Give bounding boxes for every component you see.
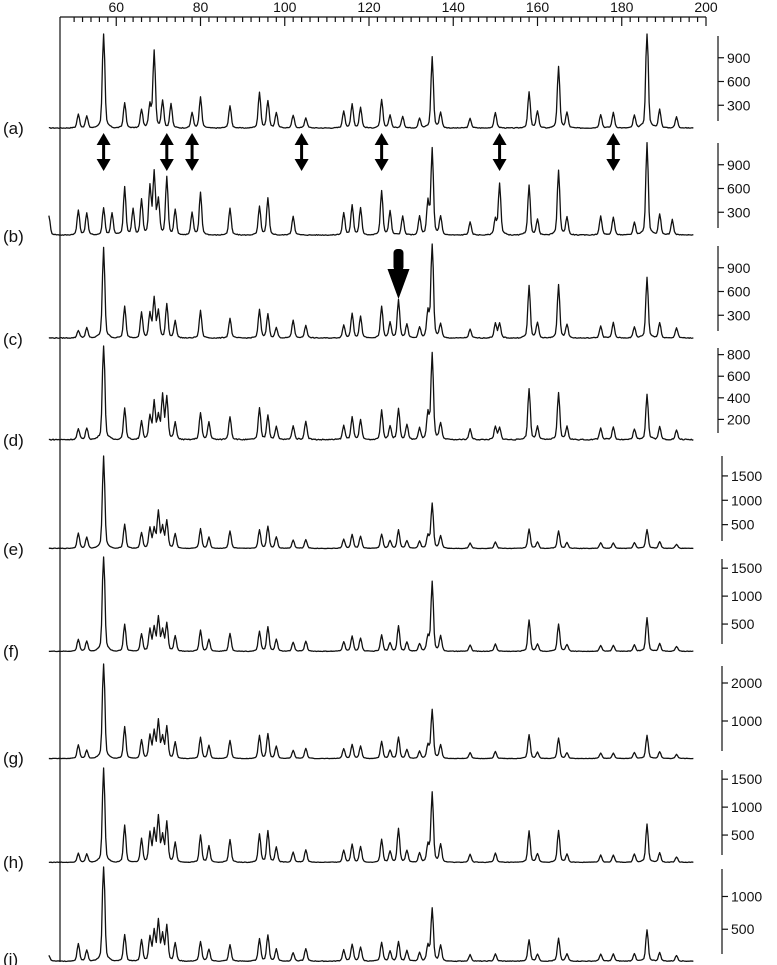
- y-tick-label: 500: [731, 921, 755, 937]
- spectrum-panel: 300 600 900 (b): [3, 141, 751, 246]
- spectrum-panel: 500 1000 1500 (h): [3, 767, 762, 872]
- bidirectional-arrow-icon: [185, 133, 200, 171]
- panel-label: (h): [3, 853, 24, 872]
- x-tick-label: 160: [526, 0, 550, 15]
- y-tick-label: 900: [727, 157, 751, 173]
- y-tick-label: 2000: [731, 675, 762, 691]
- y-tick-label: 1000: [731, 888, 762, 904]
- panel-label: (d): [3, 431, 24, 450]
- y-tick-label: 500: [731, 827, 755, 843]
- y-tick-label: 300: [727, 307, 751, 323]
- panel-label: (b): [3, 227, 24, 246]
- x-tick-label: 180: [610, 0, 634, 15]
- down-arrow-icon: [387, 249, 410, 299]
- spectrum-trace: [48, 455, 694, 550]
- y-tick-label: 400: [727, 390, 751, 406]
- y-tick-label: 1000: [731, 713, 762, 729]
- panel-label: (e): [3, 540, 24, 559]
- panel-label: (i): [3, 950, 18, 965]
- x-axis: 60 80 100 120 140 160 180 200: [73, 0, 718, 26]
- spectrum-trace: [48, 243, 694, 339]
- x-tick-label: 80: [193, 0, 209, 15]
- y-tick-label: 1000: [731, 799, 762, 815]
- y-tick-label: 600: [727, 74, 751, 90]
- spectrum-panel: 200 400 600 800 (d): [3, 345, 751, 450]
- bidirectional-arrow-icon: [374, 133, 389, 171]
- y-tick-label: 600: [727, 368, 751, 384]
- spectrum-panel: 500 1000 1500 (f): [3, 556, 762, 661]
- spectrum-trace: [48, 141, 694, 236]
- y-tick-label: 300: [727, 204, 751, 220]
- spectrum-panel: 300 600 900 (c): [3, 243, 751, 349]
- y-tick-label: 600: [727, 181, 751, 197]
- y-tick-label: 900: [727, 50, 751, 66]
- x-tick-label: 100: [273, 0, 297, 15]
- spectrum-panel: 500 1000 1500 (e): [3, 455, 762, 559]
- panel-label: (a): [3, 119, 24, 138]
- x-tick-label: 200: [694, 0, 718, 15]
- spectrum-panel: 1000 2000 (g): [3, 663, 762, 768]
- spectrum-trace: [48, 345, 694, 441]
- spectrum-trace: [48, 866, 694, 963]
- spectrum-trace: [48, 33, 694, 129]
- y-tick-label: 1500: [731, 468, 762, 484]
- panel-label: (c): [3, 330, 23, 349]
- y-tick-label: 800: [727, 347, 751, 363]
- spectra-panels: 300 600 900 (a) 300 600 900 (b) 300 600 900 (c) 200 4…: [3, 33, 762, 965]
- x-tick-label: 140: [442, 0, 466, 15]
- bidirectional-arrow-icon: [492, 133, 507, 171]
- bidirectional-arrow-icon: [96, 133, 111, 171]
- spectrum-panel: 300 600 900 (a): [3, 33, 751, 138]
- y-tick-label: 900: [727, 260, 751, 276]
- y-tick-label: 200: [727, 411, 751, 427]
- panel-label: (g): [3, 749, 24, 768]
- x-tick-label: 60: [108, 0, 124, 15]
- bidirectional-arrow-icon: [606, 133, 621, 171]
- bidirectional-arrow-icon: [159, 133, 174, 171]
- y-tick-label: 1500: [731, 771, 762, 787]
- bidirectional-arrow-icon: [294, 133, 309, 171]
- y-tick-label: 500: [731, 517, 755, 533]
- spectrum-trace: [48, 556, 694, 653]
- y-tick-label: 300: [727, 97, 751, 113]
- arrow-annotations: [96, 133, 621, 299]
- spectrum-trace: [48, 663, 694, 760]
- panel-label: (f): [3, 642, 19, 661]
- axes-frame: [59, 16, 706, 962]
- y-tick-label: 600: [727, 284, 751, 300]
- spectrum-trace: [48, 767, 694, 864]
- spectrum-panel: 500 1000 (i): [3, 866, 762, 965]
- y-tick-label: 1000: [731, 588, 762, 604]
- x-tick-label: 120: [357, 0, 381, 15]
- y-tick-label: 1000: [731, 492, 762, 508]
- y-tick-label: 1500: [731, 560, 762, 576]
- y-tick-label: 500: [731, 616, 755, 632]
